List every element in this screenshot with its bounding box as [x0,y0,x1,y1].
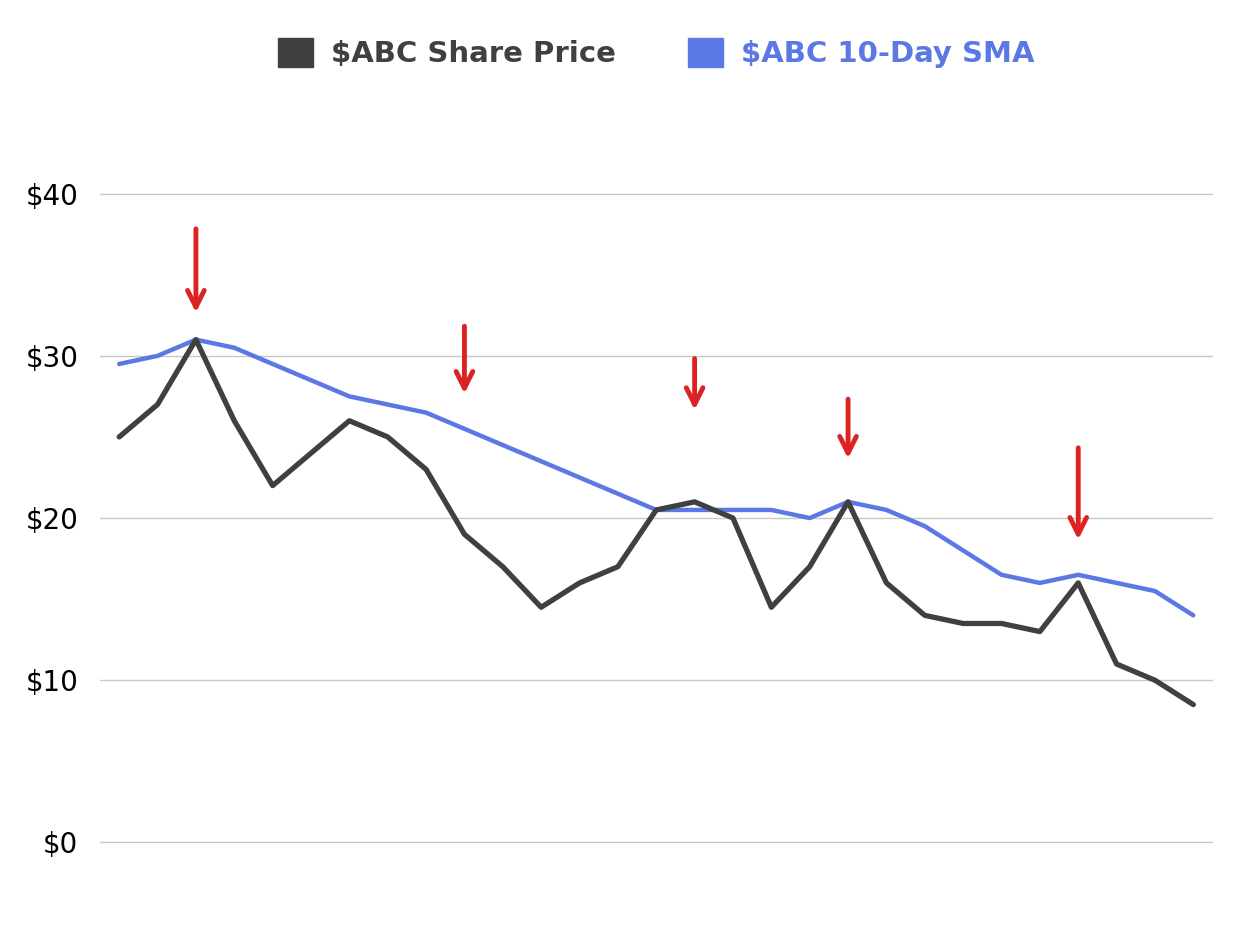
Legend: $ABC Share Price, $ABC 10-Day SMA: $ABC Share Price, $ABC 10-Day SMA [266,26,1046,80]
